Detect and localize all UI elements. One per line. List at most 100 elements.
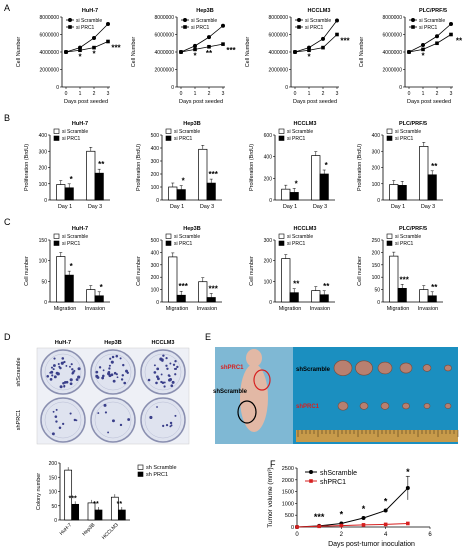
y-tick-label: 300 xyxy=(151,263,160,269)
y-axis-label: Tumor volume (mm³) xyxy=(267,467,274,527)
bar xyxy=(168,256,178,303)
tumor-scramble xyxy=(399,362,413,374)
bar xyxy=(94,172,104,201)
data-point xyxy=(407,50,411,54)
y-tick-label: 4000000 xyxy=(383,50,403,56)
x-tick-label: 0 xyxy=(294,91,297,97)
colony xyxy=(55,408,58,411)
bar xyxy=(56,256,66,303)
bar xyxy=(419,289,429,303)
category-label: Day 3 xyxy=(421,204,435,210)
legend-swatch xyxy=(386,128,393,134)
legend-swatch xyxy=(137,464,144,470)
colony xyxy=(119,423,123,427)
data-point xyxy=(92,36,96,40)
y-tick-label: 2500 xyxy=(282,466,294,472)
colony xyxy=(107,431,110,434)
colony xyxy=(101,376,105,380)
bar xyxy=(168,186,178,201)
colony xyxy=(169,362,172,365)
colony xyxy=(71,371,75,374)
legend-swatch xyxy=(165,128,172,134)
significance-mark: * xyxy=(362,504,366,514)
significance-mark: * xyxy=(70,175,74,184)
colony xyxy=(153,371,157,374)
bar xyxy=(206,182,216,201)
legend-label: si PRC1 xyxy=(287,241,306,247)
x-axis-label: Days post-tumor inoculation xyxy=(328,541,415,548)
y-tick-label: 600 xyxy=(264,133,273,139)
significance-mark: *** xyxy=(400,275,410,284)
data-point xyxy=(339,523,344,528)
data-point xyxy=(221,23,225,28)
legend-swatch xyxy=(278,233,285,239)
y-tick-label: 150 xyxy=(372,263,381,269)
y-tick-label: 0 xyxy=(269,300,272,306)
colony xyxy=(170,384,174,388)
bar xyxy=(198,281,208,303)
tumor-prc1 xyxy=(423,403,431,409)
series-line xyxy=(294,20,338,53)
colony xyxy=(172,363,176,366)
colony xyxy=(52,364,56,367)
y-tick-label: 400 xyxy=(39,133,48,139)
mouse-label-prc1: shPRC1 xyxy=(220,365,244,371)
bar xyxy=(64,274,74,303)
tumor-prc1 xyxy=(380,402,390,410)
significance-mark: * xyxy=(307,52,311,61)
data-point xyxy=(317,524,321,529)
data-point xyxy=(361,516,366,521)
colony xyxy=(165,357,168,360)
tumor-row-label-prc1: shPRC1 xyxy=(296,404,320,410)
mouse-body xyxy=(240,364,268,432)
x-tick-label: 1 xyxy=(79,91,82,97)
legend-swatch xyxy=(137,471,144,477)
category-label: Day 1 xyxy=(170,204,184,210)
chart-title-b: PLC/PRF/5 xyxy=(399,121,427,127)
data-point xyxy=(106,39,110,44)
series-line xyxy=(180,43,224,53)
data-point xyxy=(335,18,339,23)
colony xyxy=(49,377,53,381)
colony xyxy=(149,415,153,420)
colony xyxy=(46,374,50,378)
colony xyxy=(174,367,178,370)
y-tick-label: 6000000 xyxy=(269,33,289,39)
colony xyxy=(63,381,67,384)
panel-letter-a: A xyxy=(4,3,10,13)
y-tick-label: 8000000 xyxy=(383,15,403,21)
x-tick-label: 3 xyxy=(450,91,453,97)
culture-dish-inner xyxy=(94,401,132,439)
data-point xyxy=(321,45,325,50)
x-axis-label: Days post seeded xyxy=(293,99,337,105)
colony xyxy=(156,377,160,381)
bar xyxy=(176,294,186,303)
chart-title-a: Hep3B xyxy=(196,8,213,14)
y-tick-label: 8000000 xyxy=(269,15,289,21)
y-axis-label: Proliferation (BrdU) xyxy=(24,144,30,191)
y-tick-label: 8000000 xyxy=(40,15,60,21)
y-tick-label: 500 xyxy=(285,513,294,519)
y-tick-label: 2000 xyxy=(282,478,294,484)
colony xyxy=(54,415,58,418)
colony xyxy=(147,378,151,382)
category-label: Day 3 xyxy=(88,204,102,210)
legend-label: sh PRC1 xyxy=(146,472,168,478)
colony xyxy=(69,365,71,368)
x-tick-label: 1 xyxy=(308,91,311,97)
bar xyxy=(419,146,429,201)
colony xyxy=(65,364,68,367)
colony xyxy=(156,406,158,408)
colony xyxy=(153,364,156,367)
colony xyxy=(60,361,64,365)
x-tick-label: 3 xyxy=(107,91,110,97)
colony xyxy=(115,373,118,376)
colony xyxy=(70,363,73,366)
y-tick-label: 1500 xyxy=(282,490,294,496)
colony xyxy=(61,357,65,360)
x-tick-label: 3 xyxy=(336,91,339,97)
significance-mark: * xyxy=(92,50,96,59)
colony xyxy=(111,355,115,359)
colony xyxy=(163,381,166,384)
